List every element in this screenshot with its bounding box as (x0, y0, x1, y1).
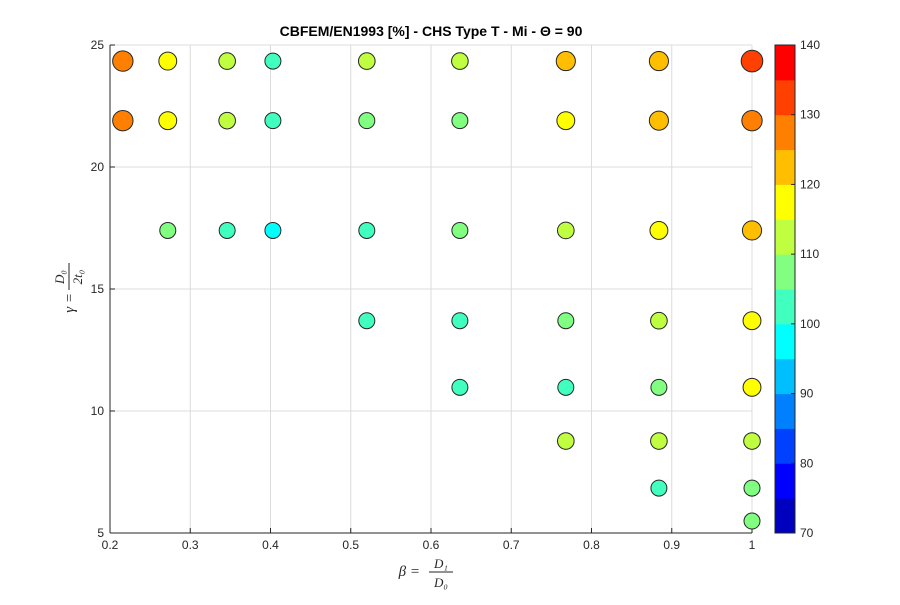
data-point (218, 221, 236, 239)
colorbar-bin (775, 184, 795, 220)
data-point (557, 312, 575, 330)
x-tick-label: 0.9 (663, 538, 680, 552)
y-label-lhs: γ = (62, 293, 78, 313)
colorbar-bin (775, 114, 795, 151)
data-point (112, 109, 134, 132)
data-point (218, 52, 236, 70)
data-point (158, 111, 178, 131)
colorbar-tick-label: 140 (800, 38, 820, 52)
colorbar-bin (775, 393, 795, 429)
data-point (218, 111, 236, 130)
data-point (743, 512, 761, 530)
data-point (650, 479, 668, 497)
colorbar-tick-label: 70 (800, 526, 814, 540)
data-point (555, 51, 576, 72)
data-point (264, 52, 282, 70)
data-point (556, 111, 576, 131)
data-point (648, 110, 669, 131)
data-point (649, 221, 669, 240)
colorbar-bin (775, 149, 795, 185)
colorbar-bin (775, 428, 795, 464)
data-point (264, 221, 282, 239)
data-point (451, 112, 469, 130)
data-point (557, 378, 575, 396)
colorbar-tick-label: 120 (800, 177, 820, 191)
data-points (112, 49, 764, 530)
chart-title: CBFEM/EN1993 [%] - CHS Type T - Mi - Θ =… (280, 23, 583, 39)
data-point (650, 378, 668, 396)
data-point (742, 311, 762, 331)
colorbar-tick-label: 80 (800, 456, 814, 470)
data-point (451, 221, 469, 239)
x-tick-label: 0.7 (503, 538, 520, 552)
y-axis-label: γ = D₀ 2t₀ (52, 263, 85, 313)
data-point (451, 378, 469, 396)
colorbar-bin (775, 254, 795, 290)
colorbar-tick-label: 110 (800, 247, 819, 261)
data-point (743, 479, 761, 497)
data-point (741, 220, 763, 241)
colorbar-tick-label: 130 (800, 108, 820, 122)
data-point (650, 432, 668, 450)
data-point (264, 112, 282, 130)
colorbar-bin (775, 219, 795, 255)
x-tick-label: 0.5 (342, 538, 359, 552)
y-tick-label: 20 (91, 160, 105, 174)
x-axis-label: β = D₁ D₀ (398, 556, 453, 590)
colorbar-tick-label: 90 (800, 387, 814, 401)
x-tick-label: 0.3 (182, 538, 199, 552)
data-point (743, 432, 761, 450)
y-tick-label: 25 (91, 38, 105, 52)
data-point (740, 49, 764, 73)
x-label-lhs: β = (398, 564, 420, 580)
x-tick-label: 0.6 (423, 538, 440, 552)
colorbar: 70 80 90 100 110 120 130 140 (774, 38, 820, 540)
x-label-den: D₀ (433, 575, 448, 590)
data-point (158, 51, 178, 71)
data-point (741, 109, 763, 132)
data-point (451, 312, 469, 330)
x-tick-label: 0.4 (262, 538, 279, 552)
data-point (557, 221, 575, 240)
colorbar-bin (775, 358, 795, 395)
colorbar-frame (774, 44, 796, 534)
y-label-num: D₀ (52, 270, 67, 285)
colorbar-bin (775, 45, 795, 81)
data-point (358, 312, 376, 330)
x-tick-label: 0.2 (102, 538, 119, 552)
x-tick-label: 0.8 (583, 538, 600, 552)
x-label-num: D₁ (433, 556, 448, 571)
grid (109, 44, 753, 534)
data-point (159, 221, 177, 239)
data-point (357, 52, 376, 70)
data-point (742, 377, 762, 397)
data-point (648, 51, 669, 72)
colorbar-bin (775, 463, 795, 499)
data-point (650, 311, 668, 330)
y-tick-label: 15 (91, 282, 105, 296)
data-point (557, 432, 575, 450)
colorbar-bin (775, 498, 795, 534)
colorbar-bin (775, 323, 795, 360)
colorbar-bin (775, 79, 795, 116)
colorbar-tick-label: 100 (800, 317, 820, 331)
y-tick-label: 5 (97, 526, 104, 540)
colorbar-bin (775, 289, 795, 325)
x-tick-label: 1 (749, 538, 756, 552)
y-label-den: 2t₀ (70, 270, 85, 285)
data-point (358, 112, 376, 130)
data-point (112, 50, 134, 72)
data-point (451, 52, 469, 70)
y-tick-label: 10 (91, 404, 105, 418)
data-point (358, 221, 376, 239)
